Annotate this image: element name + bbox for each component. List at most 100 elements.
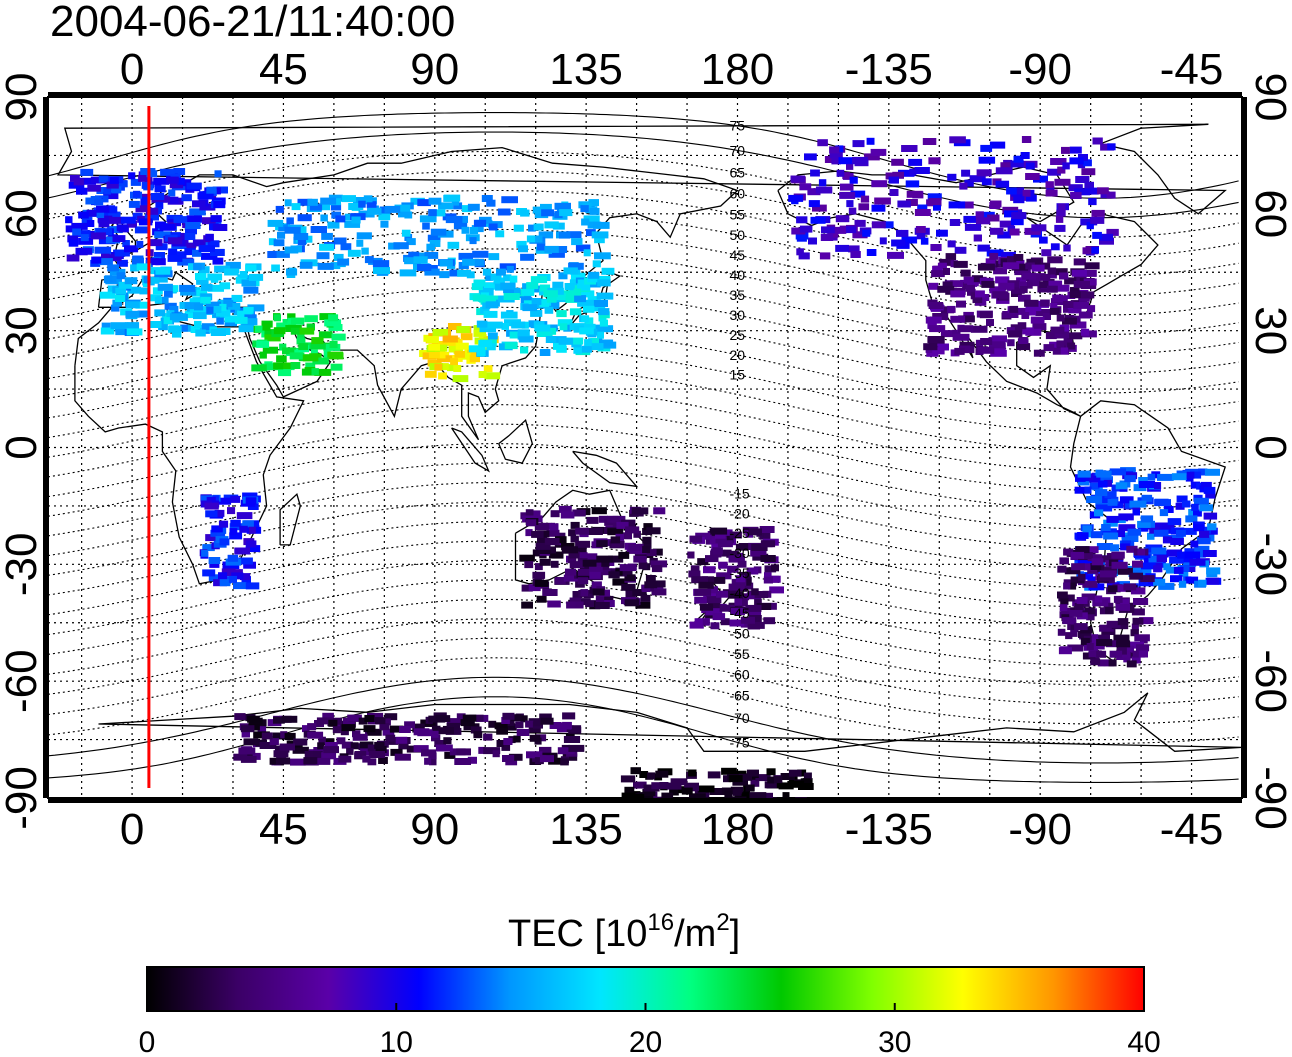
tec-cell (428, 209, 437, 217)
tec-cell (1183, 551, 1201, 559)
tec-cell (1039, 281, 1054, 289)
left-latitude-label: -30 (0, 533, 46, 597)
tec-cell (404, 721, 415, 729)
tec-cell (279, 343, 287, 351)
tec-cell (414, 252, 428, 260)
tec-cell (846, 162, 854, 170)
tec-cell (565, 295, 578, 303)
tec-cell (115, 328, 132, 336)
tec-cell (558, 272, 568, 280)
tec-cell (588, 199, 599, 207)
tec-cell (509, 331, 517, 339)
tec-cell (453, 202, 463, 210)
tec-cell (483, 747, 501, 755)
tec-cell (1083, 563, 1095, 571)
tec-cell (311, 337, 324, 345)
tec-cell (942, 268, 950, 275)
tec-cell (451, 198, 459, 206)
tec-cell (953, 260, 968, 268)
tec-cell (960, 269, 971, 277)
right-latitude-label: 30 (1246, 306, 1292, 355)
tec-cell (568, 529, 576, 537)
tec-cell (485, 273, 493, 281)
tec-cell (201, 549, 209, 557)
tec-cell (454, 758, 471, 765)
tec-cell (1085, 634, 1099, 642)
tec-cell (568, 744, 585, 752)
tec-cell (78, 211, 89, 219)
tec-cell (473, 731, 483, 739)
tec-cell (101, 322, 111, 330)
tec-cell (942, 281, 953, 289)
tec-cell (633, 530, 641, 538)
tec-cell (1185, 515, 1198, 523)
tec-cell (484, 282, 495, 290)
tec-cell (536, 330, 553, 337)
tec-cell (1083, 552, 1093, 559)
tec-cell (501, 196, 518, 204)
tec-cell (949, 219, 961, 226)
tec-cell (914, 209, 931, 216)
tec-cell (864, 153, 880, 161)
top-longitude-label: 135 (549, 45, 622, 94)
tec-cell (1199, 504, 1213, 512)
tec-cell (635, 601, 651, 609)
tec-cell (320, 214, 328, 222)
tec-cell (74, 230, 91, 238)
tec-cell (1088, 650, 1102, 658)
tec-cell (939, 258, 955, 266)
tec-cell (328, 719, 338, 727)
tec-cell (1041, 249, 1052, 257)
tec-cell (290, 362, 301, 369)
tec-cell (646, 549, 657, 557)
tec-cell (697, 558, 709, 566)
tec-cell (566, 231, 582, 239)
tec-cell (454, 350, 465, 358)
tec-cell (205, 301, 222, 309)
tec-cell (225, 261, 241, 269)
tec-cell (852, 231, 868, 239)
tec-cell (559, 209, 573, 217)
tec-cell (1103, 479, 1112, 487)
tec-cell (305, 363, 315, 371)
tec-cell (954, 347, 965, 355)
left-latitude-label: 30 (0, 306, 46, 355)
tec-cell (536, 595, 547, 603)
tec-cell (68, 239, 79, 247)
tec-cell (335, 215, 346, 223)
tec-cell (839, 183, 854, 191)
tec-cell (1063, 338, 1073, 346)
tec-cell (1069, 609, 1083, 617)
tec-cell (1009, 305, 1019, 313)
tec-cell (1057, 591, 1068, 599)
tec-cell (964, 179, 974, 187)
tec-cell (153, 177, 169, 185)
tec-cell (547, 600, 561, 608)
tec-cell (575, 601, 584, 609)
tec-cell (539, 755, 554, 763)
tec-cell (582, 559, 597, 567)
tec-cell (503, 286, 514, 294)
tec-cell (563, 546, 578, 554)
tec-cell (406, 238, 416, 246)
tec-cell (1131, 608, 1145, 616)
tec-cell (215, 497, 232, 505)
tec-cell (1099, 624, 1114, 632)
tec-cell (1086, 613, 1095, 621)
tec-cell (124, 277, 138, 285)
tec-cell (1094, 509, 1104, 517)
tec-cell (1045, 181, 1054, 189)
tec-cell (898, 169, 915, 177)
tec-cell (1086, 496, 1103, 503)
tec-cell (477, 349, 486, 357)
tec-cell (583, 249, 591, 257)
contour-label: -65 (729, 688, 749, 704)
tec-cell (1074, 188, 1090, 196)
tec-cell (1081, 593, 1096, 601)
tec-cell (1085, 572, 1093, 580)
tec-cell (797, 769, 807, 777)
tec-cell (1086, 222, 1094, 230)
tec-cell (227, 302, 241, 310)
tec-cell (1137, 520, 1151, 528)
magnetic-latitude-contour (48, 287, 1239, 375)
